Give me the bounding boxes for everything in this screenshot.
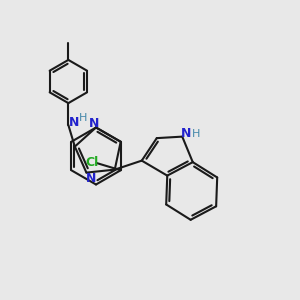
Text: H: H [79, 113, 88, 123]
Text: N: N [89, 117, 100, 130]
Text: N: N [181, 127, 191, 140]
Text: Cl: Cl [85, 156, 98, 170]
Text: H: H [192, 129, 200, 139]
Text: N: N [86, 172, 96, 184]
Text: N: N [69, 116, 79, 128]
